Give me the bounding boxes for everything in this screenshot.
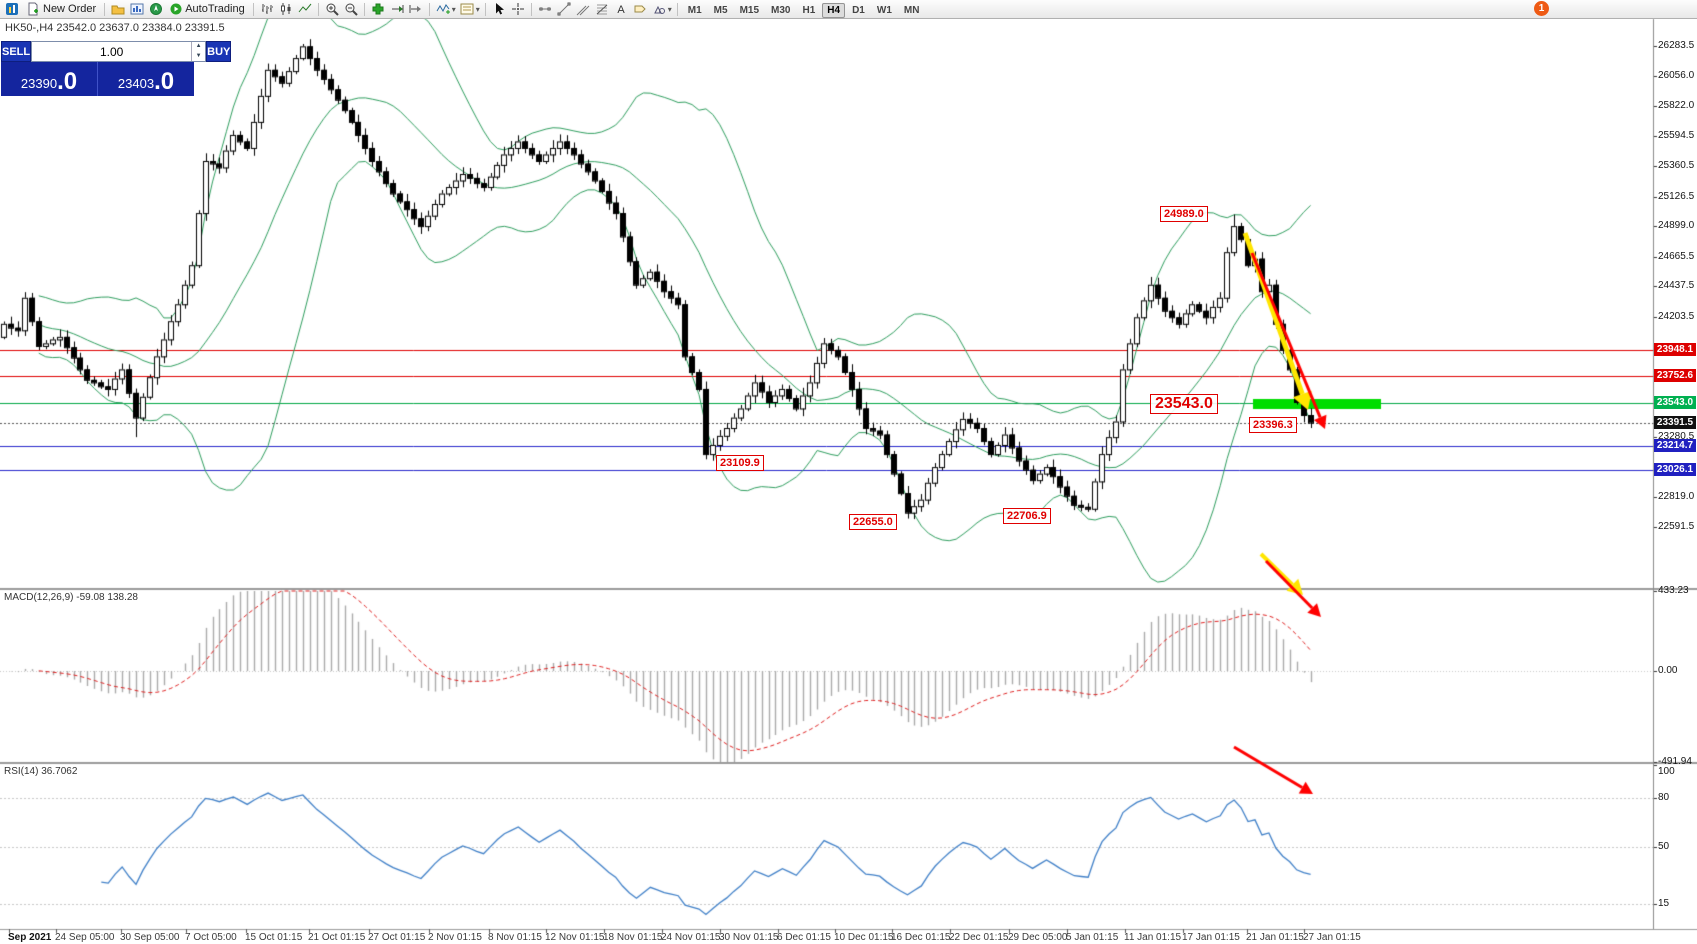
- timeframe-button-m1[interactable]: M1: [687, 5, 702, 16]
- buy-price-box[interactable]: 23403 .0: [97, 62, 194, 96]
- channel-icon[interactable]: [574, 1, 592, 17]
- toolbar-separator: [104, 2, 106, 16]
- timeframe-button-mn[interactable]: MN: [903, 5, 920, 16]
- candlestick-chart-icon[interactable]: [277, 1, 295, 17]
- shapes-icon[interactable]: [650, 1, 668, 17]
- buy-price-fraction: .0: [154, 68, 175, 95]
- chart-ohlc-header: HK50-,H4 23542.0 23637.0 23384.0 23391.5: [5, 22, 225, 34]
- toolbar-separator: [484, 2, 486, 16]
- timeframe-toolbar: M1 M5 M15 M30 H1 H4 D1 W1 MN: [682, 0, 926, 18]
- timeframe-button-m5[interactable]: M5: [713, 5, 728, 16]
- charts-menu-icon[interactable]: [109, 1, 127, 17]
- autotrading-play-icon: [170, 3, 182, 15]
- toolbar: New Order AutoTrading: [0, 0, 1697, 19]
- svg-text:A: A: [617, 4, 625, 16]
- new-order-button[interactable]: New Order: [22, 1, 100, 18]
- navigator-icon[interactable]: [147, 1, 165, 17]
- app-icon[interactable]: [3, 1, 21, 17]
- trendline-icon[interactable]: [555, 1, 573, 17]
- buy-button[interactable]: BUY: [206, 41, 232, 62]
- timeframe-button-h1[interactable]: H1: [802, 5, 816, 16]
- volume-spinner: ▲ ▼: [191, 42, 205, 61]
- macd-label: MACD(12,26,9) -59.08 138.28: [4, 592, 138, 603]
- new-order-label: New Order: [43, 3, 97, 15]
- timeframe-button-w1[interactable]: W1: [876, 5, 892, 16]
- timeframe-button-h4[interactable]: H4: [822, 3, 846, 18]
- sell-price: 23390: [20, 76, 58, 91]
- timeframe-button-d1[interactable]: D1: [852, 5, 865, 16]
- chart-shift-icon[interactable]: [407, 1, 425, 17]
- volume-field: ▲ ▼: [31, 41, 207, 62]
- toolbar-separator: [252, 2, 254, 16]
- line-chart-icon[interactable]: [296, 1, 314, 17]
- timeframe-button-m15[interactable]: M15: [739, 5, 760, 16]
- buy-label: BUY: [207, 45, 231, 58]
- zoom-in-icon[interactable]: [323, 1, 341, 17]
- crosshair-icon[interactable]: [509, 1, 527, 17]
- horizontal-line-icon[interactable]: [536, 1, 554, 17]
- notification-badge[interactable]: 1: [1534, 1, 1549, 16]
- one-click-trading-panel: SELL ▲ ▼ BUY 23390 .0 23403 .0: [1, 41, 232, 96]
- volume-input[interactable]: [32, 42, 192, 61]
- sell-price-box[interactable]: 23390 .0: [1, 62, 97, 96]
- text-icon[interactable]: A: [612, 1, 630, 17]
- tile-windows-icon[interactable]: [369, 1, 387, 17]
- templates-dropdown-icon[interactable]: ▾: [475, 4, 480, 14]
- sell-button[interactable]: SELL: [1, 41, 32, 62]
- indicators-dropdown-icon[interactable]: ▾: [451, 4, 456, 14]
- sell-price-fraction: .0: [57, 68, 78, 95]
- auto-scroll-icon[interactable]: [388, 1, 406, 17]
- cursor-icon[interactable]: [490, 1, 508, 17]
- shapes-dropdown-icon[interactable]: ▾: [667, 4, 672, 14]
- toolbar-separator: [676, 2, 678, 16]
- new-order-icon: [28, 2, 38, 16]
- timeframe-button-m30[interactable]: M30: [771, 5, 791, 16]
- volume-up-icon[interactable]: ▲: [195, 43, 202, 50]
- toolbar-separator: [317, 2, 319, 16]
- autotrading-button[interactable]: AutoTrading: [166, 1, 249, 18]
- templates-icon[interactable]: [458, 1, 476, 17]
- notification-count: 1: [1538, 3, 1545, 14]
- market-watch-icon[interactable]: [128, 1, 146, 17]
- sell-label: SELL: [2, 45, 31, 58]
- fibonacci-icon[interactable]: [593, 1, 611, 17]
- toolbar-separator: [428, 2, 430, 16]
- toolbar-separator: [530, 2, 532, 16]
- rsi-label: RSI(14) 36.7062: [4, 766, 78, 777]
- label-icon[interactable]: [631, 1, 649, 17]
- zoom-out-icon[interactable]: [342, 1, 360, 17]
- volume-down-icon[interactable]: ▼: [195, 52, 202, 59]
- buy-price: 23403: [117, 76, 155, 91]
- toolbar-separator: [363, 2, 365, 16]
- autotrading-label: AutoTrading: [185, 3, 245, 15]
- bar-chart-icon[interactable]: [258, 1, 276, 17]
- indicators-icon[interactable]: [434, 1, 452, 17]
